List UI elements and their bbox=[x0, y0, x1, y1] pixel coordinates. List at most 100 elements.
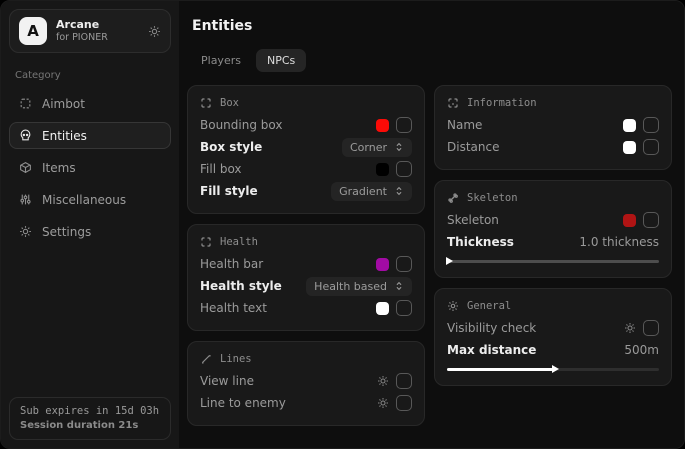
general-gear-icon bbox=[447, 300, 459, 312]
sidebar-item-entities[interactable]: Entities bbox=[9, 122, 171, 149]
name-checkbox[interactable] bbox=[643, 117, 659, 133]
setting-row: View line bbox=[200, 370, 412, 392]
subscription-info-card: Sub expires in 15d 03h Session duration … bbox=[9, 397, 171, 440]
setting-label: Fill box bbox=[200, 162, 242, 176]
info-scan-icon bbox=[447, 97, 459, 109]
unfold-icon bbox=[394, 142, 404, 152]
app-name: Arcane bbox=[56, 18, 100, 32]
fill-style-dropdown[interactable]: Gradient bbox=[331, 181, 412, 201]
view-line-checkbox[interactable] bbox=[396, 373, 412, 389]
thickness-slider[interactable] bbox=[446, 256, 659, 266]
card-title: Lines bbox=[220, 353, 252, 365]
tab-npcs[interactable]: NPCs bbox=[255, 49, 307, 72]
setting-row: Health bar bbox=[200, 253, 412, 275]
gear-icon[interactable] bbox=[148, 25, 161, 38]
scan-brackets-icon bbox=[200, 97, 212, 109]
skeleton-checkbox[interactable] bbox=[643, 212, 659, 228]
bounding-box-checkbox[interactable] bbox=[396, 117, 412, 133]
fill-box-checkbox[interactable] bbox=[396, 161, 412, 177]
color-swatch[interactable] bbox=[376, 118, 389, 132]
sidebar: A Arcane for PIONER Category Aimbot Enti… bbox=[1, 1, 179, 448]
setting-row: Box style Corner bbox=[200, 136, 412, 158]
box-style-dropdown[interactable]: Corner bbox=[341, 137, 412, 157]
max-distance-slider[interactable] bbox=[447, 364, 659, 374]
box-card: Box Bounding box Box style Corner bbox=[187, 85, 425, 214]
category-label: Category bbox=[15, 70, 61, 81]
setting-label: Thickness bbox=[447, 235, 514, 249]
information-card: Information Name Distance bbox=[434, 85, 672, 170]
color-swatch[interactable] bbox=[623, 213, 636, 227]
tab-players[interactable]: Players bbox=[201, 54, 241, 67]
lines-card: Lines View line Line to enemy bbox=[187, 341, 425, 426]
setting-row: Fill box bbox=[200, 158, 412, 180]
sidebar-item-label: Items bbox=[42, 160, 76, 175]
diagonal-line-icon bbox=[200, 353, 212, 365]
setting-label: Box style bbox=[200, 140, 263, 154]
sidebar-nav: Aimbot Entities Items Miscellaneous Sett… bbox=[9, 85, 171, 245]
setting-row: Bounding box bbox=[200, 114, 412, 136]
health-style-dropdown[interactable]: Health based bbox=[306, 276, 412, 296]
visibility-check-checkbox[interactable] bbox=[643, 320, 659, 336]
main-panel: Entities Players NPCs Box Bounding box bbox=[179, 1, 684, 448]
color-swatch[interactable] bbox=[623, 140, 636, 154]
general-card: General Visibility check Max distance 50… bbox=[434, 288, 672, 386]
package-icon bbox=[19, 161, 32, 174]
color-swatch[interactable] bbox=[376, 162, 389, 176]
slider-thumb[interactable] bbox=[446, 257, 453, 265]
setting-label: Distance bbox=[447, 140, 500, 154]
unfold-icon bbox=[394, 281, 404, 291]
setting-row: Health text bbox=[200, 297, 412, 319]
setting-label: View line bbox=[200, 374, 254, 388]
sidebar-item-items[interactable]: Items bbox=[9, 154, 171, 181]
sliders-icon bbox=[19, 193, 32, 206]
app-logo: A bbox=[19, 17, 47, 45]
setting-label: Line to enemy bbox=[200, 396, 286, 410]
gear-icon[interactable] bbox=[624, 322, 636, 334]
setting-label: Name bbox=[447, 118, 483, 132]
scan-brackets-icon bbox=[200, 236, 212, 248]
app-subtitle: for PIONER bbox=[56, 31, 108, 43]
color-swatch[interactable] bbox=[376, 301, 389, 315]
gear-icon bbox=[19, 225, 32, 238]
crosshair-icon bbox=[19, 97, 32, 110]
skeleton-card: Skeleton Skeleton Thickness 1.0 thicknes… bbox=[434, 180, 672, 278]
health-card: Health Health bar Health style Health ba… bbox=[187, 224, 425, 331]
thickness-value: 1.0 thickness bbox=[579, 235, 659, 249]
setting-row: Distance bbox=[447, 136, 659, 158]
skull-icon bbox=[19, 129, 32, 142]
sidebar-item-label: Entities bbox=[42, 128, 87, 143]
max-distance-value: 500m bbox=[624, 343, 659, 357]
card-title: Information bbox=[467, 97, 537, 109]
sidebar-item-aimbot[interactable]: Aimbot bbox=[9, 90, 171, 117]
color-swatch[interactable] bbox=[623, 118, 636, 132]
card-title: Health bbox=[220, 236, 258, 248]
health-text-checkbox[interactable] bbox=[396, 300, 412, 316]
brand-card: A Arcane for PIONER bbox=[9, 9, 171, 53]
setting-label: Bounding box bbox=[200, 118, 283, 132]
sidebar-item-miscellaneous[interactable]: Miscellaneous bbox=[9, 186, 171, 213]
distance-checkbox[interactable] bbox=[643, 139, 659, 155]
setting-label: Health bar bbox=[200, 257, 264, 271]
card-title: General bbox=[467, 300, 512, 312]
setting-row: Fill style Gradient bbox=[200, 180, 412, 202]
sidebar-item-label: Aimbot bbox=[42, 96, 85, 111]
gear-icon[interactable] bbox=[377, 397, 389, 409]
dropdown-value: Gradient bbox=[339, 184, 387, 198]
card-title: Box bbox=[220, 97, 239, 109]
card-title: Skeleton bbox=[467, 192, 518, 204]
gear-icon[interactable] bbox=[377, 375, 389, 387]
slider-thumb[interactable] bbox=[552, 365, 559, 373]
setting-label: Skeleton bbox=[447, 213, 499, 227]
entity-tabs: Players NPCs bbox=[190, 49, 672, 72]
health-bar-checkbox[interactable] bbox=[396, 256, 412, 272]
setting-label: Fill style bbox=[200, 184, 258, 198]
sidebar-item-settings[interactable]: Settings bbox=[9, 218, 171, 245]
setting-row: Name bbox=[447, 114, 659, 136]
line-to-enemy-checkbox[interactable] bbox=[396, 395, 412, 411]
bone-icon bbox=[447, 192, 459, 204]
unfold-icon bbox=[394, 186, 404, 196]
setting-row: Visibility check bbox=[447, 317, 659, 339]
color-swatch[interactable] bbox=[376, 257, 389, 271]
setting-row: Line to enemy bbox=[200, 392, 412, 414]
sub-expiry-text: Sub expires in 15d 03h bbox=[20, 405, 160, 417]
